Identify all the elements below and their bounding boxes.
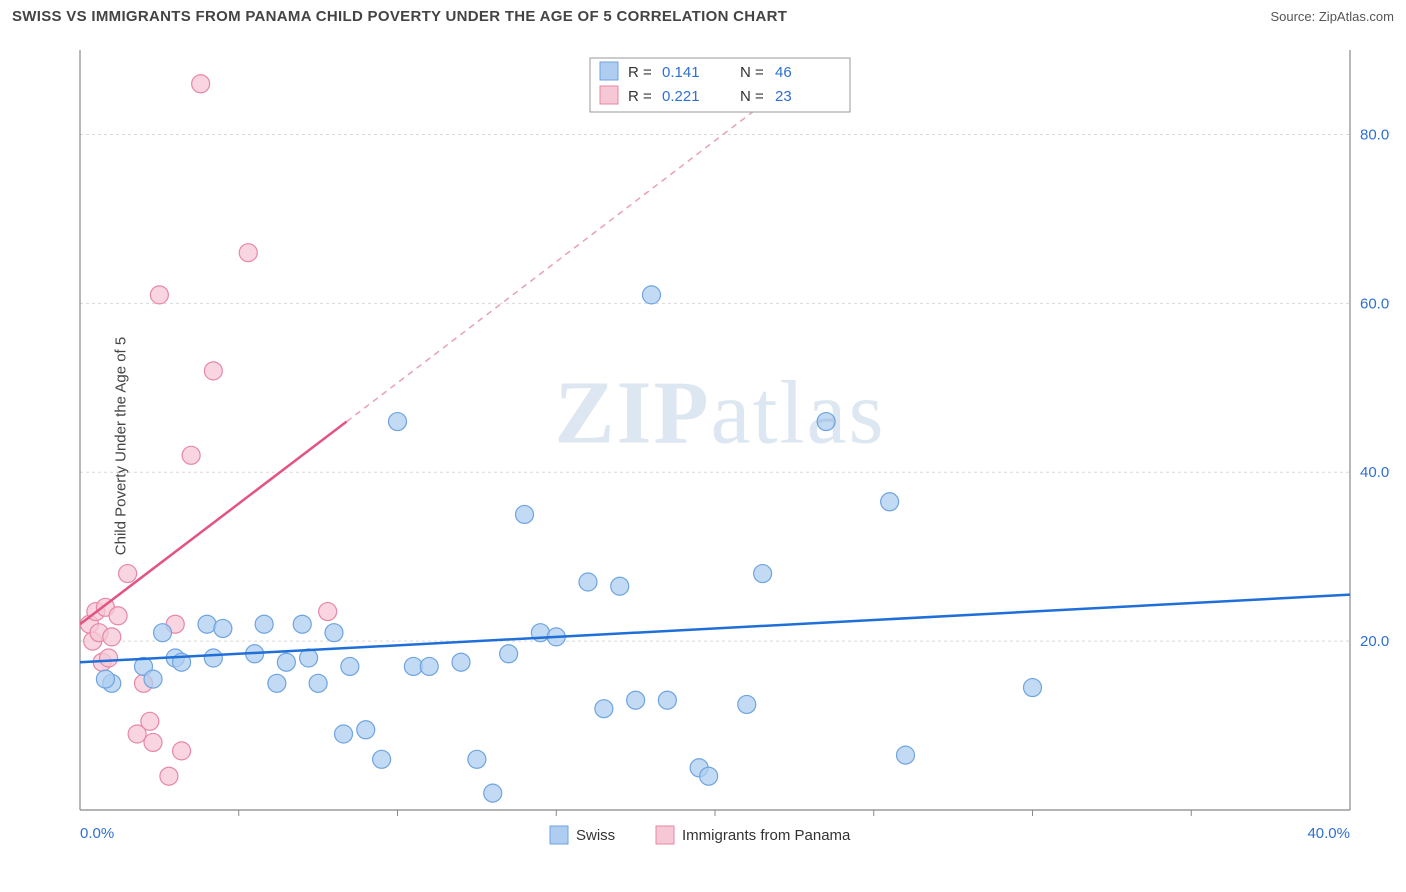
data-point-panama (141, 712, 159, 730)
data-point-swiss (300, 649, 318, 667)
data-point-swiss (611, 577, 629, 595)
data-point-panama (150, 286, 168, 304)
data-point-panama (239, 244, 257, 262)
legend-n-value: 46 (775, 64, 792, 81)
data-point-swiss (96, 670, 114, 688)
x-tick-label: 40.0% (1307, 825, 1350, 842)
legend-swatch (600, 62, 618, 80)
data-point-panama (319, 603, 337, 621)
y-tick-label: 20.0% (1360, 633, 1390, 650)
data-point-panama (119, 565, 137, 583)
source-name: ZipAtlas.com (1319, 9, 1394, 24)
data-point-swiss (373, 750, 391, 768)
data-point-panama (109, 607, 127, 625)
trendline-panama (80, 422, 347, 625)
data-point-swiss (255, 615, 273, 633)
data-point-swiss (658, 691, 676, 709)
data-point-swiss (516, 505, 534, 523)
data-point-swiss (700, 767, 718, 785)
y-tick-label: 40.0% (1360, 464, 1390, 481)
data-point-swiss (357, 721, 375, 739)
chart-title: SWISS VS IMMIGRANTS FROM PANAMA CHILD PO… (12, 8, 787, 25)
legend-bottom-swatch (550, 826, 568, 844)
data-point-swiss (154, 624, 172, 642)
data-point-swiss (817, 413, 835, 431)
legend-bottom-swatch (656, 826, 674, 844)
legend-r-label: R = (628, 64, 652, 81)
data-point-swiss (500, 645, 518, 663)
data-point-swiss (627, 691, 645, 709)
data-point-swiss (468, 750, 486, 768)
x-tick-label: 0.0% (80, 825, 114, 842)
data-point-swiss (325, 624, 343, 642)
data-point-panama (173, 742, 191, 760)
source-prefix: Source: (1270, 9, 1318, 24)
scatter-chart: 20.0% 40.0% 60.0% 80.0% 0.0% 40.0% R = 0.141 N =… (50, 40, 1390, 850)
data-point-swiss (452, 653, 470, 671)
data-point-swiss (309, 674, 327, 692)
data-point-swiss (643, 286, 661, 304)
data-point-panama (192, 75, 210, 93)
legend-r-label: R = (628, 88, 652, 105)
legend-n-label: N = (740, 88, 764, 105)
legend-n-value: 23 (775, 88, 792, 105)
y-tick-label: 60.0% (1360, 295, 1390, 312)
data-point-swiss (198, 615, 216, 633)
data-point-panama (144, 733, 162, 751)
legend-r-value: 0.221 (662, 88, 700, 105)
legend-swatch (600, 86, 618, 104)
data-point-swiss (579, 573, 597, 591)
data-point-swiss (897, 746, 915, 764)
data-point-swiss (204, 649, 222, 667)
data-point-panama (100, 649, 118, 667)
data-point-swiss (277, 653, 295, 671)
data-point-swiss (738, 695, 756, 713)
source-credit: Source: ZipAtlas.com (1270, 9, 1394, 24)
legend-bottom-label: Swiss (576, 827, 615, 844)
y-tick-label: 80.0% (1360, 126, 1390, 143)
data-point-panama (103, 628, 121, 646)
data-point-swiss (389, 413, 407, 431)
header: SWISS VS IMMIGRANTS FROM PANAMA CHILD PO… (0, 0, 1406, 29)
data-point-swiss (1024, 679, 1042, 697)
data-point-swiss (420, 657, 438, 675)
data-point-swiss (341, 657, 359, 675)
data-point-swiss (335, 725, 353, 743)
legend-r-value: 0.141 (662, 64, 700, 81)
data-point-panama (182, 446, 200, 464)
data-point-swiss (268, 674, 286, 692)
data-point-swiss (754, 565, 772, 583)
data-point-swiss (144, 670, 162, 688)
chart-container: ZIPatlas 20.0%40.0%60.0%80.0%0.0%40.0%R … (50, 40, 1390, 850)
legend-bottom-label: Immigrants from Panama (682, 827, 851, 844)
data-point-panama (160, 767, 178, 785)
data-point-swiss (214, 619, 232, 637)
data-point-panama (204, 362, 222, 380)
data-point-swiss (484, 784, 502, 802)
data-point-swiss (595, 700, 613, 718)
legend-n-label: N = (740, 64, 764, 81)
data-point-swiss (293, 615, 311, 633)
trendline-panama-extended (347, 92, 779, 421)
data-point-swiss (881, 493, 899, 511)
